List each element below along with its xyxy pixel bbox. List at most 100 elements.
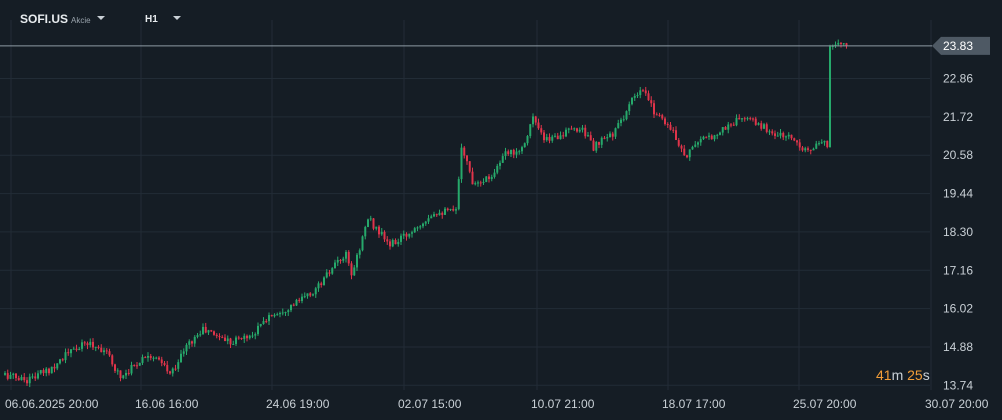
- candle-body: [815, 143, 818, 149]
- candle-body: [661, 115, 664, 119]
- candle-body: [807, 148, 809, 150]
- candle-body: [191, 341, 193, 344]
- candle-body: [12, 373, 15, 376]
- candle-body: [243, 335, 246, 339]
- candle-body: [31, 376, 34, 378]
- candle-body: [730, 124, 732, 126]
- candle-body: [141, 357, 144, 363]
- symbol-dropdown-icon[interactable]: [97, 16, 105, 20]
- candle-body: [526, 136, 529, 144]
- candle-body: [721, 127, 724, 133]
- candle-body: [600, 137, 603, 145]
- candle-body: [174, 368, 177, 370]
- candle-body: [83, 342, 86, 344]
- candle-body: [400, 235, 402, 242]
- time-tick-label: 18.07 17:00: [662, 397, 726, 411]
- candle-body: [534, 116, 537, 123]
- price-axis: 13.74 14.88 16.02 17.16 18.30 19.44 20.58 21.72…: [943, 72, 973, 393]
- candle-body: [284, 312, 287, 314]
- time-tick-label: 30.07 20:00: [925, 397, 989, 411]
- candle-body: [130, 364, 133, 374]
- candle-body: [122, 375, 125, 379]
- candle-body: [457, 179, 460, 210]
- candle-body: [350, 263, 353, 276]
- candle-body: [147, 355, 149, 358]
- candle-body: [713, 135, 716, 140]
- candle-body: [523, 143, 526, 148]
- candle-body: [405, 233, 408, 237]
- chart-grid: [0, 20, 932, 390]
- candle-body: [108, 351, 111, 356]
- candle-body: [97, 346, 100, 348]
- candle-body: [166, 364, 169, 372]
- candle-body: [507, 151, 510, 155]
- candle-body: [402, 233, 405, 236]
- candle-body: [138, 362, 141, 366]
- candle-body: [336, 259, 339, 263]
- timeframe-selector[interactable]: H1: [145, 14, 158, 25]
- candle-body: [188, 341, 191, 345]
- candle-body: [647, 93, 650, 101]
- candle-body: [259, 324, 262, 326]
- candle-body: [787, 134, 790, 137]
- price-tick-label: 14.88: [943, 340, 973, 354]
- timeframe-dropdown-icon[interactable]: [173, 16, 181, 20]
- candle-body: [686, 155, 688, 158]
- candle-body: [301, 296, 303, 301]
- candle-body: [361, 236, 364, 251]
- candle-body: [708, 135, 710, 137]
- candle-body: [306, 293, 309, 297]
- candle-body: [587, 135, 589, 137]
- candle-body: [26, 380, 28, 384]
- candle-body: [699, 139, 702, 143]
- time-tick-label: 06.06.2025 20:00: [5, 397, 99, 411]
- candle-body: [72, 348, 75, 350]
- candle-body: [774, 133, 776, 136]
- symbol-selector[interactable]: SOFI.US Akcie: [20, 12, 91, 26]
- candle-body: [268, 315, 270, 322]
- candle-body: [818, 143, 820, 145]
- candle-body: [358, 250, 361, 255]
- candle-body: [221, 337, 224, 339]
- price-tick-label: 19.44: [943, 187, 973, 201]
- candle-body: [237, 337, 240, 339]
- candle-body: [768, 131, 771, 133]
- candle-body: [177, 362, 180, 369]
- candle-body: [169, 371, 171, 374]
- candle-body: [136, 365, 138, 367]
- candle-body: [831, 45, 834, 47]
- candle-body: [727, 124, 730, 130]
- symbol-type: Akcie: [71, 16, 91, 25]
- candle-body: [56, 363, 59, 369]
- candle-body: [303, 296, 306, 298]
- candle-body: [229, 338, 232, 345]
- candle-body: [353, 267, 356, 276]
- candle-body: [540, 128, 543, 133]
- candle-body: [639, 90, 642, 96]
- time-tick-label: 16.06 16:00: [135, 397, 199, 411]
- current-price-line: 23.83: [0, 36, 990, 55]
- candle-body: [339, 259, 342, 261]
- candle-body: [416, 227, 419, 229]
- candle-body: [64, 352, 67, 361]
- price-tick-label: 16.02: [943, 302, 973, 316]
- candle-body: [650, 100, 653, 104]
- candle-body: [468, 161, 471, 172]
- candle-body: [312, 294, 314, 296]
- candle-body: [474, 183, 477, 185]
- candle-body: [598, 142, 600, 145]
- candle-body: [430, 216, 433, 219]
- candle-body: [105, 350, 108, 352]
- candle-body: [224, 337, 226, 342]
- candle-body: [75, 348, 78, 351]
- candle-body: [369, 218, 372, 220]
- candle-body: [196, 335, 199, 337]
- candle-body: [793, 138, 796, 141]
- candle-body: [584, 127, 587, 137]
- candle-body: [488, 176, 490, 180]
- candle-body: [317, 283, 320, 289]
- candle-body: [28, 376, 31, 384]
- candle-body: [45, 368, 48, 374]
- candle-body: [103, 350, 105, 353]
